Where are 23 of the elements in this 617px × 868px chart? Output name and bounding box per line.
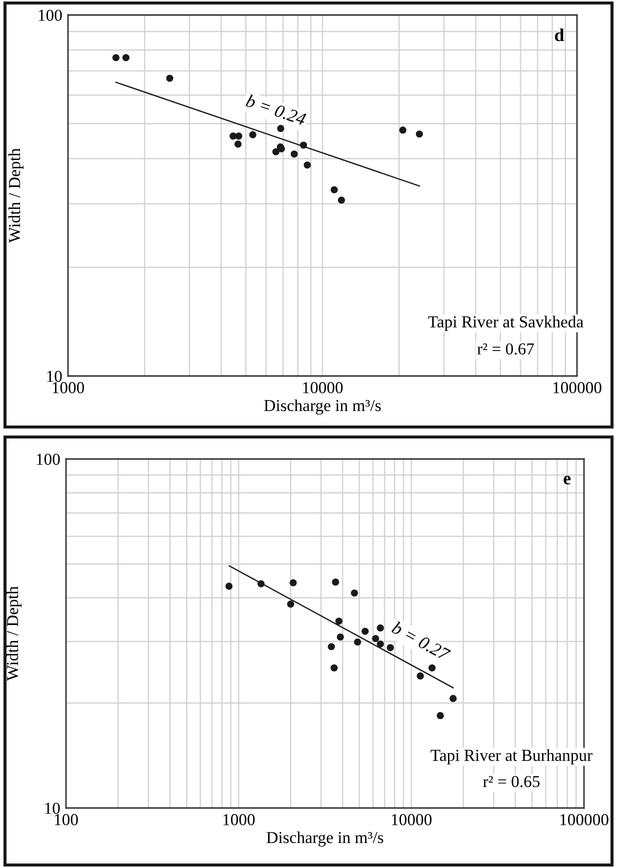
x-tick-label: 100000: [553, 382, 602, 394]
annotation: e: [564, 476, 571, 484]
annotation: b = 0.27: [391, 620, 452, 662]
x-axis-title: Discharge in m³/s: [266, 831, 384, 847]
x-tick-label: 10000: [392, 814, 432, 826]
annotation: r² = 0.65: [483, 776, 540, 788]
annotation: Tapi River at Savkheda: [428, 316, 584, 331]
y-tick-label: 100: [36, 454, 60, 465]
annotation: d: [554, 28, 564, 42]
x-tick-label: 10000: [303, 382, 343, 394]
y-tick-label: 100: [38, 10, 62, 21]
y-tick-label: 10: [47, 370, 62, 382]
y-axis-title: Width / Depth: [8, 148, 24, 243]
x-tick-label: 1000: [52, 382, 84, 394]
y-axis-title: Width / Depth: [6, 586, 22, 681]
x-tick-label: 100000: [560, 814, 608, 826]
annotation: b = 0.24: [245, 94, 307, 126]
x-axis-title: Discharge in m³/s: [264, 399, 381, 415]
x-tick-label: 100: [54, 814, 78, 826]
y-tick-label: 10: [45, 802, 60, 814]
annotation: r² = 0.67: [477, 343, 534, 355]
x-tick-label: 1000: [223, 814, 255, 826]
annotation: Tapi River at Burhanpur: [430, 749, 592, 764]
